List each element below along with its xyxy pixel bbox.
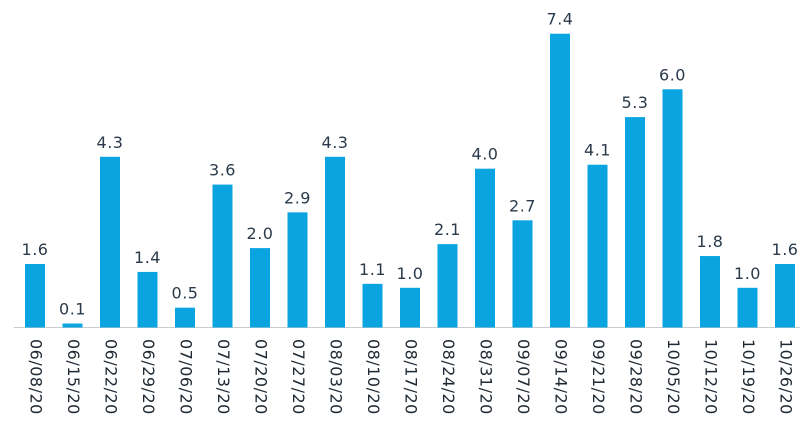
- bar-09-21-20: [587, 164, 608, 328]
- bar-10-19-20: [737, 287, 758, 328]
- bar-09-14-20: [550, 33, 570, 328]
- value-label: 2.7: [509, 196, 536, 215]
- value-label: 4.1: [584, 141, 611, 160]
- value-label: 1.0: [734, 264, 761, 283]
- value-label: 1.4: [134, 248, 161, 267]
- x-tick-label: 09/14/20: [552, 339, 571, 415]
- x-tick-label: 07/27/20: [289, 339, 308, 415]
- x-tick-label: 08/17/20: [402, 339, 421, 415]
- x-tick-label: 08/03/20: [327, 339, 346, 415]
- x-tick-label: 07/06/20: [177, 339, 196, 415]
- x-tick-label: 07/13/20: [214, 339, 233, 415]
- x-tick-label: 08/31/20: [477, 339, 496, 415]
- value-label: 0.1: [59, 300, 86, 319]
- x-tick-labels-group: 06/08/20 06/15/20 06/22/20 06/29/20 07/06/20…: [27, 339, 796, 415]
- x-tick-label: 10/26/20: [777, 339, 796, 415]
- value-label: 1.6: [22, 240, 49, 259]
- value-label: 1.8: [697, 232, 724, 251]
- bar-07-06-20: [175, 307, 195, 328]
- value-label: 4.3: [97, 133, 124, 152]
- value-label: 1.1: [359, 260, 386, 279]
- value-label: 4.0: [472, 145, 499, 164]
- bar-08-03-20: [325, 156, 345, 328]
- value-label: 2.1: [434, 220, 461, 239]
- bar-08-10-20: [362, 283, 383, 328]
- bar-10-26-20: [775, 263, 795, 328]
- x-tick-label: 09/28/20: [627, 339, 646, 415]
- bars-group: [25, 33, 795, 328]
- bar-09-28-20: [625, 117, 645, 328]
- bar-07-13-20: [212, 184, 233, 328]
- value-labels-group: 1.6 0.1 4.3 1.4 0.5 3.6 2.0 2.9 4.3 1.1 1.0 2.1 4.0 2…: [22, 10, 799, 319]
- value-label: 3.6: [209, 161, 236, 180]
- bar-10-12-20: [700, 256, 720, 328]
- bar-08-24-20: [437, 244, 458, 328]
- x-tick-label: 09/07/20: [514, 339, 533, 415]
- bar-06-22-20: [100, 156, 120, 328]
- x-tick-label: 06/08/20: [27, 339, 46, 415]
- value-label: 2.0: [247, 224, 274, 243]
- x-tick-label: 09/21/20: [589, 339, 608, 415]
- bar-08-17-20: [400, 287, 420, 328]
- value-label: 1.6: [772, 240, 799, 259]
- bar-08-31-20: [475, 168, 495, 328]
- value-label: 6.0: [659, 65, 686, 84]
- bar-07-20-20: [250, 248, 270, 328]
- x-tick-label: 06/22/20: [102, 339, 121, 415]
- bar-07-27-20: [287, 212, 308, 328]
- x-tick-label: 06/29/20: [139, 339, 158, 415]
- value-label: 0.5: [172, 284, 199, 303]
- x-tick-label: 06/15/20: [64, 339, 83, 415]
- value-label: 2.9: [284, 188, 311, 207]
- bar-06-29-20: [137, 271, 158, 328]
- value-label: 5.3: [622, 93, 649, 112]
- x-tick-label: 08/24/20: [439, 339, 458, 415]
- bar-06-08-20: [25, 263, 45, 328]
- x-tick-label: 07/20/20: [252, 339, 271, 415]
- bar-10-05-20: [662, 89, 683, 328]
- bar-09-07-20: [512, 220, 533, 328]
- x-tick-label: 10/19/20: [739, 339, 758, 415]
- value-label: 7.4: [547, 10, 574, 29]
- value-label: 4.3: [322, 133, 349, 152]
- x-tick-label: 08/10/20: [364, 339, 383, 415]
- x-tick-label: 10/12/20: [702, 339, 721, 415]
- bar-06-15-20: [62, 323, 83, 328]
- value-label: 1.0: [397, 264, 424, 283]
- x-tick-label: 10/05/20: [664, 339, 683, 415]
